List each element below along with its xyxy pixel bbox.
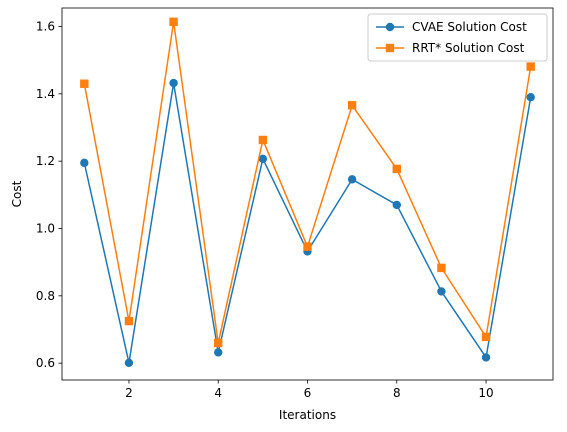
y-tick-label: 0.6	[36, 356, 55, 370]
legend-label-1: RRT* Solution Cost	[412, 41, 525, 55]
data-point-1	[214, 338, 223, 348]
series-layer	[80, 17, 535, 368]
data-point-1	[258, 135, 268, 145]
data-point-1	[526, 62, 535, 71]
data-point-0	[392, 200, 401, 210]
data-point-1	[124, 316, 134, 326]
y-tick-label: 0.8	[36, 289, 55, 303]
data-point-1	[481, 332, 491, 342]
data-point-1	[80, 79, 89, 88]
data-point-1	[347, 101, 357, 110]
x-tick-label: 2	[125, 386, 133, 400]
x-tick-label: 6	[304, 386, 312, 400]
y-tick-label: 1.6	[36, 20, 55, 34]
x-axis-label: Iterations	[279, 408, 336, 422]
data-point-0	[258, 154, 268, 164]
legend-label-0: CVAE Solution Cost	[412, 20, 527, 34]
x-tick-label: 4	[214, 386, 222, 400]
data-point-0	[526, 93, 535, 102]
data-point-0	[124, 358, 134, 368]
x-tick-label: 8	[393, 386, 401, 400]
data-point-1	[303, 242, 312, 251]
data-point-0	[169, 78, 178, 88]
y-axis-label: Cost	[10, 180, 24, 207]
y-tick-label: 1.4	[36, 87, 55, 101]
data-point-0	[80, 158, 89, 168]
data-point-1	[392, 164, 401, 174]
y-tick-label: 1.2	[36, 154, 55, 168]
x-tick-label: 10	[478, 386, 493, 400]
data-point-0	[481, 353, 491, 362]
y-tick-label: 1.0	[36, 222, 55, 236]
x-axis: 2 4 6 8 10	[125, 380, 494, 400]
data-point-0	[347, 175, 357, 184]
legend-marker-1	[385, 43, 395, 53]
data-point-0	[214, 348, 223, 357]
legend-marker-0	[385, 22, 395, 32]
legend: CVAE Solution Cost RRT* Solution Cost	[367, 13, 548, 62]
data-point-1	[437, 263, 446, 273]
legend-box	[367, 13, 548, 62]
y-axis: 0.6 0.8 1.0 1.2 1.4 1.6	[36, 20, 62, 370]
data-point-0	[437, 287, 446, 296]
data-point-1	[169, 17, 178, 27]
